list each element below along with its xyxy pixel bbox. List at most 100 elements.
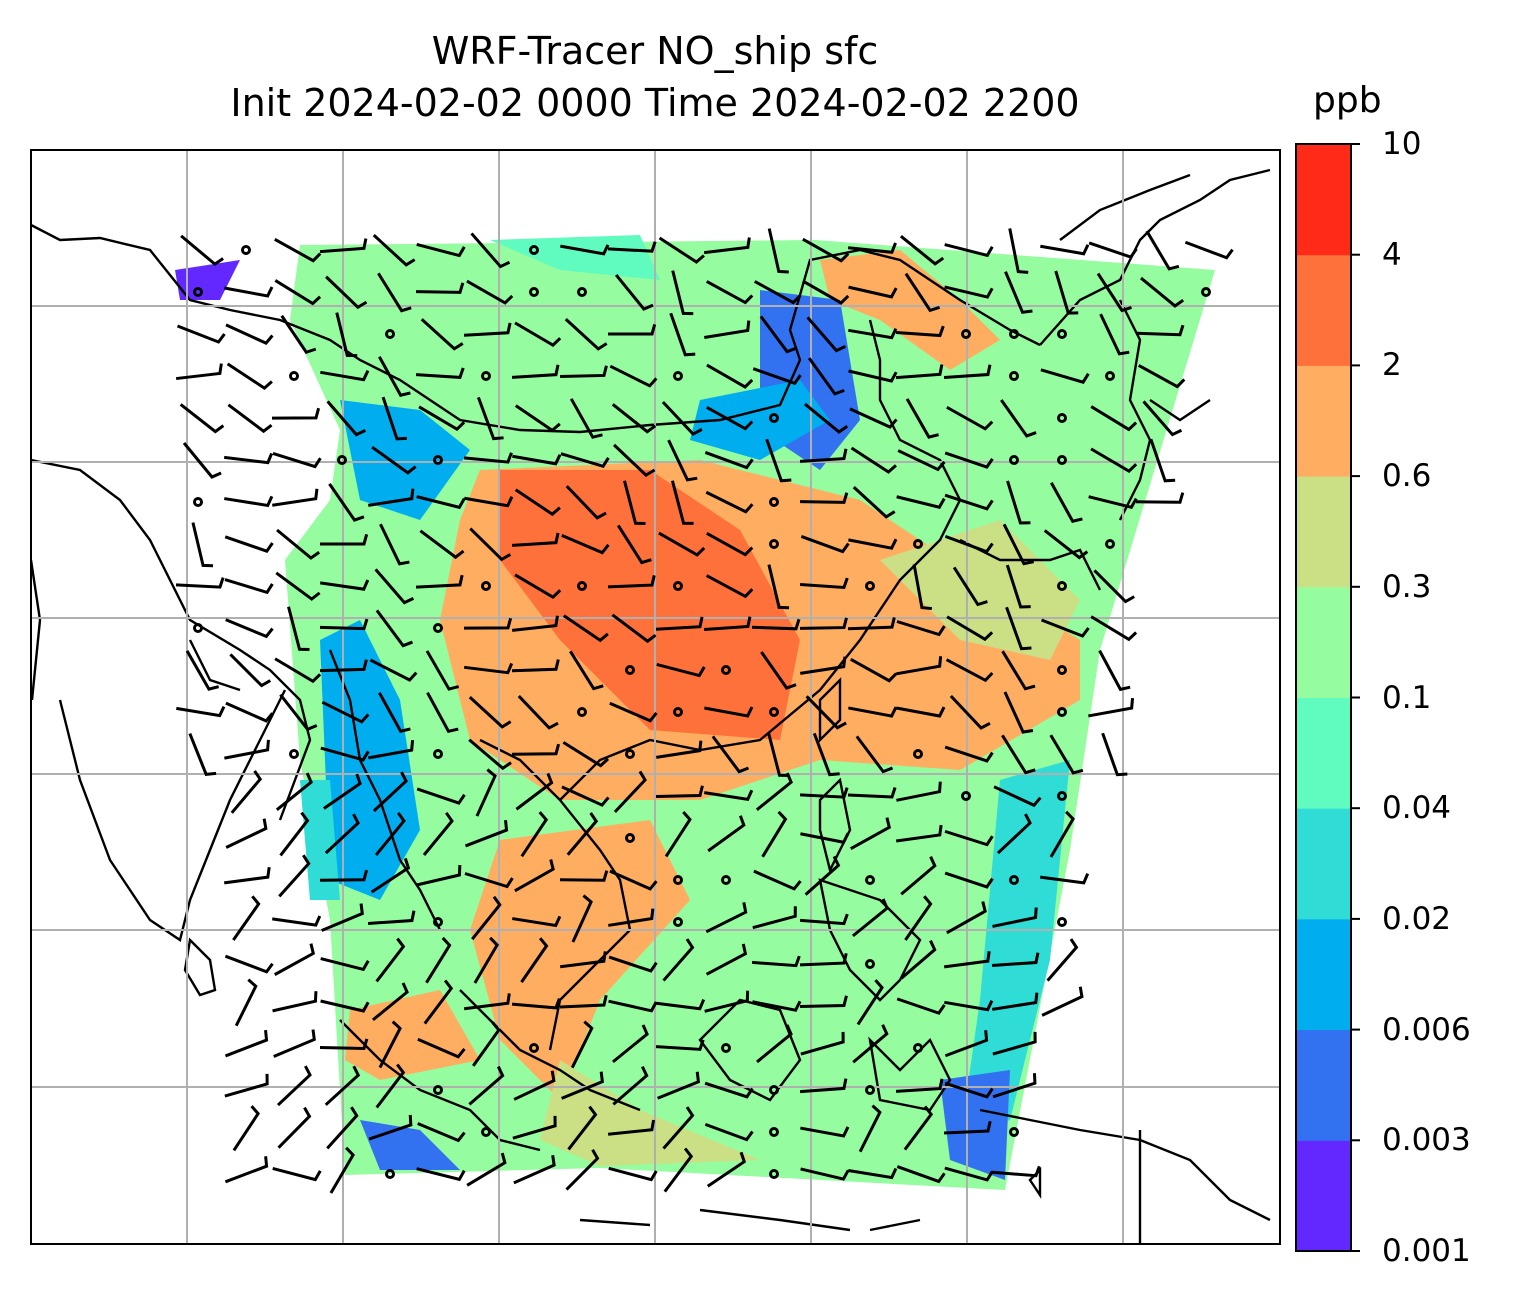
calm-wind-marker xyxy=(865,581,875,591)
wind-barb xyxy=(560,452,610,469)
wind-barb xyxy=(417,1037,466,1059)
wind-barb xyxy=(320,370,370,382)
wind-barb xyxy=(1004,271,1033,314)
wind-barb xyxy=(1006,480,1031,525)
wind-barb xyxy=(800,1167,850,1181)
calm-wind-marker xyxy=(385,1169,395,1179)
wind-barb xyxy=(416,1167,466,1182)
wind-barb xyxy=(559,951,607,969)
wind-barb xyxy=(1090,615,1138,642)
wind-barb xyxy=(321,700,370,724)
wind-barb xyxy=(800,535,850,554)
wind-barb xyxy=(944,871,994,889)
wind-barb xyxy=(1049,734,1084,775)
wind-barb xyxy=(374,568,415,605)
wind-barb xyxy=(896,620,946,637)
wind-barb xyxy=(847,242,897,254)
wind-barb xyxy=(464,872,514,889)
calm-wind-marker xyxy=(625,749,635,759)
wind-barb xyxy=(760,651,797,690)
wind-barb xyxy=(175,577,225,589)
wind-barb xyxy=(895,1078,944,1093)
wind-barb xyxy=(374,811,406,856)
wind-barb xyxy=(992,907,1038,928)
calm-wind-marker xyxy=(865,875,875,885)
wind-barb xyxy=(470,232,511,269)
colorbar-tick-label: 0.001 xyxy=(1382,1233,1471,1269)
wind-barb xyxy=(565,485,607,520)
wind-barb xyxy=(224,535,274,553)
calm-wind-marker xyxy=(721,1043,731,1053)
colorbar-segment xyxy=(1296,476,1351,588)
wind-barb xyxy=(224,1073,269,1098)
wind-barb xyxy=(476,396,504,441)
wind-barb xyxy=(468,738,512,771)
colorbar xyxy=(1295,143,1360,1252)
wind-barb xyxy=(799,577,849,590)
wind-barb xyxy=(799,1078,848,1094)
wind-barb xyxy=(802,279,850,305)
calm-wind-marker xyxy=(1057,329,1067,339)
wind-barb xyxy=(952,566,988,607)
wind-barb xyxy=(565,1148,600,1191)
wind-barb xyxy=(319,533,369,546)
wind-barb xyxy=(319,1038,369,1051)
wind-barb xyxy=(1135,492,1185,504)
calm-wind-marker xyxy=(721,875,731,885)
wind-barb xyxy=(416,787,466,805)
wind-barb xyxy=(848,538,898,550)
chart-title: WRF-Tracer NO_ship sfc xyxy=(431,29,879,73)
colorbar-segment xyxy=(1296,918,1351,1031)
wind-barb xyxy=(623,480,646,525)
wind-barb xyxy=(705,902,748,934)
wind-barb xyxy=(180,234,224,267)
wind-barb xyxy=(1138,364,1186,389)
wind-barb xyxy=(751,618,801,631)
wind-barb xyxy=(176,324,226,344)
calm-wind-marker xyxy=(433,455,443,465)
calm-wind-marker xyxy=(1009,455,1019,465)
wind-barb xyxy=(229,653,272,688)
wind-barb xyxy=(611,403,657,434)
colorbar-tick-label: 0.003 xyxy=(1382,1122,1471,1159)
wind-barb xyxy=(463,617,513,630)
wind-barb xyxy=(511,743,561,756)
wind-barb xyxy=(802,237,850,263)
wind-barb xyxy=(944,829,994,847)
wind-barb xyxy=(996,813,1032,855)
wind-barb xyxy=(417,1122,466,1143)
wind-barb xyxy=(559,994,608,1009)
wind-barb xyxy=(761,810,788,858)
calm-wind-marker xyxy=(673,371,683,381)
calm-wind-marker xyxy=(1009,371,1019,381)
wind-barb xyxy=(767,564,790,610)
wind-barb xyxy=(800,832,850,844)
calm-wind-marker xyxy=(289,371,299,381)
colorbar-tick-label: 0.1 xyxy=(1382,679,1432,716)
wind-barb xyxy=(514,321,562,347)
wind-barb xyxy=(1096,272,1132,313)
wind-barb xyxy=(1142,400,1183,437)
wind-barb xyxy=(799,617,848,630)
wind-barb xyxy=(752,367,802,386)
wind-barb xyxy=(608,955,658,973)
wind-barb xyxy=(704,1081,754,1099)
wind-barb xyxy=(1088,241,1138,259)
wind-barb xyxy=(323,773,362,810)
wind-barb xyxy=(616,524,652,565)
wind-barb xyxy=(1098,649,1131,692)
chart-subtitle: Init 2024-02-02 0000 Time 2024-02-02 220… xyxy=(230,81,1080,125)
map-frame xyxy=(30,149,1281,1245)
wind-barb xyxy=(378,692,411,733)
wind-barb xyxy=(900,856,937,896)
wind-barb xyxy=(904,272,941,313)
wind-barb xyxy=(658,531,706,557)
wind-barb xyxy=(276,528,321,560)
wind-barb xyxy=(800,1126,850,1138)
calm-wind-marker xyxy=(1201,287,1211,297)
colorbar-segment xyxy=(1296,697,1351,809)
wind-barb xyxy=(1039,873,1090,885)
wind-barb xyxy=(1184,240,1234,260)
wind-barb xyxy=(1140,276,1185,308)
wind-barb xyxy=(943,364,992,379)
